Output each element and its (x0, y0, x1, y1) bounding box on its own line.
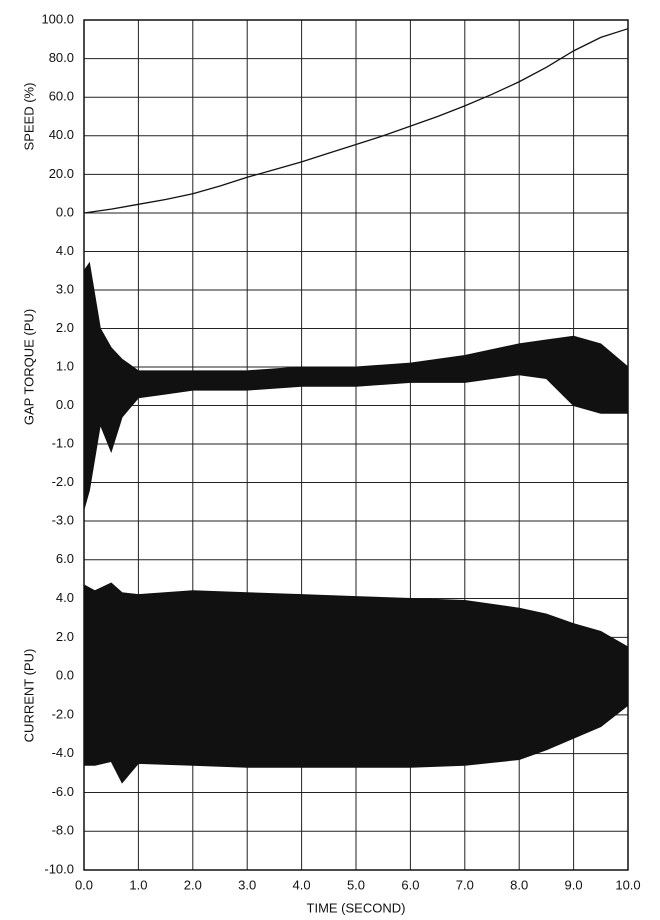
y-tick-label: 4.0 (56, 590, 74, 605)
y-tick-label: -3.0 (52, 512, 74, 527)
y-tick-label: 100.0 (41, 11, 74, 26)
x-tick-label: 8.0 (510, 877, 528, 892)
y-tick-label: 6.0 (56, 551, 74, 566)
y-axis-label: SPEED (%) (21, 83, 36, 151)
x-tick-label: 3.0 (238, 877, 256, 892)
y-tick-label: 4.0 (56, 243, 74, 258)
y-tick-label: -1.0 (52, 435, 74, 450)
y-tick-label: 20.0 (49, 166, 74, 181)
x-tick-label: 2.0 (184, 877, 202, 892)
x-axis-label: TIME (SECOND) (307, 900, 406, 915)
y-tick-label: 1.0 (56, 358, 74, 373)
y-tick-label: 60.0 (49, 89, 74, 104)
y-tick-label: -6.0 (52, 784, 74, 799)
y-tick-label: 0.0 (56, 397, 74, 412)
y-tick-label: -2.0 (52, 474, 74, 489)
y-tick-label: 80.0 (49, 50, 74, 65)
x-tick-label: 1.0 (129, 877, 147, 892)
y-tick-label: 3.0 (56, 281, 74, 296)
y-tick-label: 0.0 (56, 668, 74, 683)
y-tick-label: -8.0 (52, 823, 74, 838)
y-tick-label: 0.0 (56, 204, 74, 219)
plot-frame (83, 19, 629, 871)
x-tick-label: 5.0 (347, 877, 365, 892)
x-tick-label: 7.0 (456, 877, 474, 892)
y-tick-label: 2.0 (56, 629, 74, 644)
oscillation-envelope (83, 582, 629, 784)
y-tick-label: -4.0 (52, 745, 74, 760)
x-tick-label: 4.0 (293, 877, 311, 892)
x-tick-label: 0.0 (75, 877, 93, 892)
x-tick-label: 9.0 (565, 877, 583, 892)
y-axis-label: GAP TORQUE (PU) (21, 309, 36, 425)
y-axis-label: CURRENT (PU) (21, 649, 36, 743)
y-tick-label: 2.0 (56, 320, 74, 335)
y-tick-label: -2.0 (52, 706, 74, 721)
x-tick-label: 10.0 (615, 877, 640, 892)
x-tick-label: 6.0 (401, 877, 419, 892)
speed-line (83, 28, 629, 214)
y-tick-label: 40.0 (49, 127, 74, 142)
y-tick-label: -10.0 (44, 861, 74, 876)
